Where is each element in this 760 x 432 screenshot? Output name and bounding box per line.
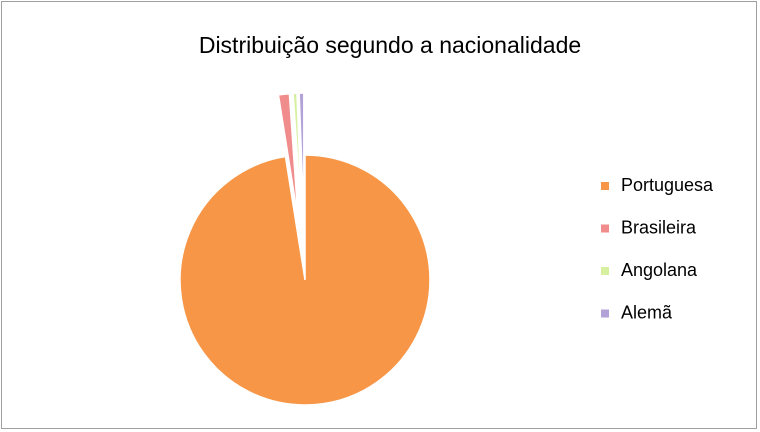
pie-slice (298, 92, 305, 219)
legend-swatch (601, 224, 609, 233)
legend-label: Portuguesa (621, 175, 714, 195)
legend-swatch (601, 182, 609, 190)
pie-slice (179, 154, 431, 406)
pie-slice (277, 92, 299, 219)
legend-swatch (601, 267, 609, 275)
legend-label: Brasileira (621, 217, 697, 237)
legend-label: Angolana (621, 260, 698, 280)
pie-slice (292, 92, 303, 219)
legend-label: Alemã (621, 302, 673, 322)
chart-title: Distribuição segundo a nacionalidade (199, 32, 581, 58)
legend-swatch (601, 309, 609, 318)
